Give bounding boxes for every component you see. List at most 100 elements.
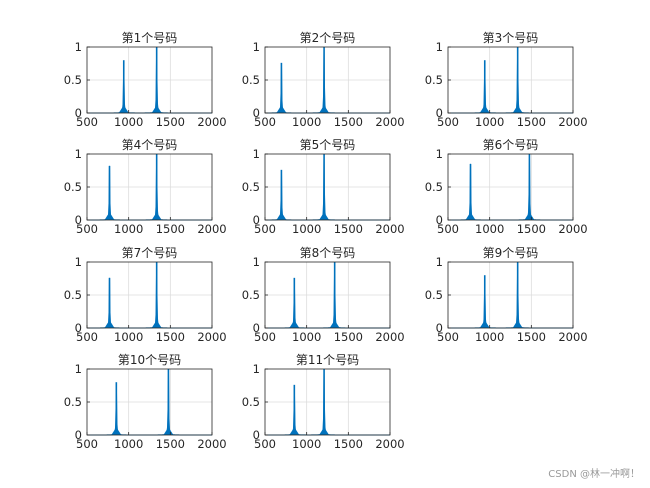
y-tick-label: 1 (75, 40, 82, 54)
peak-skirt (329, 320, 340, 328)
x-tick-label: 500 (254, 437, 276, 451)
peak-skirt (104, 212, 115, 220)
x-tick-label: 500 (437, 330, 459, 344)
subplot-title: 第9个号码 (483, 246, 539, 260)
peak-skirt (118, 105, 129, 113)
subplot-2: 500 1000 1500 2000 0 0.5 1 第2个号码 (242, 31, 405, 129)
x-tick-label: 500 (437, 115, 459, 129)
y-tick-label: 1 (253, 40, 260, 54)
y-tick-label: 0.5 (64, 395, 82, 409)
spectrum-series (87, 275, 212, 329)
subplot-title: 第8个号码 (300, 246, 356, 260)
x-tick-label: 1000 (292, 437, 321, 451)
subplot-8: 500 1000 1500 2000 0 0.5 1 第8个号码 (242, 246, 405, 344)
y-tick-label: 0 (75, 428, 82, 442)
peak-skirt (524, 212, 535, 220)
subplot-title: 第1个号码 (122, 31, 178, 45)
x-tick-label: 1500 (156, 222, 185, 236)
y-tick-label: 0.5 (242, 395, 260, 409)
y-tick-label: 0 (253, 321, 260, 335)
peak-skirt (465, 212, 476, 220)
x-tick-label: 1000 (292, 330, 321, 344)
subplot-title: 第7个号码 (122, 246, 178, 260)
x-tick-label: 500 (254, 222, 276, 236)
y-tick-label: 1 (253, 147, 260, 161)
x-tick-label: 1500 (334, 222, 363, 236)
subplot-10: 500 1000 1500 2000 0 0.5 1 第10个号码 (64, 353, 227, 451)
x-tick-label: 1500 (517, 115, 546, 129)
y-tick-label: 0.5 (242, 288, 260, 302)
peak-skirt (151, 320, 162, 328)
x-tick-label: 500 (76, 437, 98, 451)
x-tick-label: 1000 (114, 115, 143, 129)
subplot-11: 500 1000 1500 2000 0 0.5 1 第11个号码 (242, 353, 405, 451)
y-tick-label: 0.5 (242, 180, 260, 194)
subplot-title: 第6个号码 (483, 138, 539, 152)
y-tick-label: 0 (436, 321, 443, 335)
subplot-title: 第4个号码 (122, 138, 178, 152)
x-tick-label: 1000 (475, 222, 504, 236)
peak-skirt (276, 212, 287, 220)
x-tick-label: 1000 (292, 115, 321, 129)
y-tick-label: 0.5 (425, 288, 443, 302)
y-tick-label: 0 (253, 213, 260, 227)
peak-skirt (512, 105, 523, 113)
x-tick-label: 1500 (334, 330, 363, 344)
y-tick-label: 1 (436, 147, 443, 161)
peak-skirt (319, 105, 330, 113)
subplot-7: 500 1000 1500 2000 0 0.5 1 第7个号码 (64, 246, 227, 344)
x-tick-label: 2000 (375, 222, 404, 236)
peak-skirt (512, 320, 523, 328)
subplot-title: 第10个号码 (118, 353, 181, 367)
y-tick-label: 1 (75, 255, 82, 269)
x-tick-label: 1000 (114, 437, 143, 451)
x-tick-label: 2000 (375, 330, 404, 344)
subplot-9: 500 1000 1500 2000 0 0.5 1 第9个号码 (425, 246, 588, 344)
y-tick-label: 1 (436, 255, 443, 269)
spectrum-series (87, 60, 212, 114)
x-tick-label: 2000 (558, 115, 587, 129)
spectrum-series (265, 157, 390, 221)
x-tick-label: 2000 (558, 330, 587, 344)
x-tick-label: 1500 (156, 330, 185, 344)
peak-skirt (479, 320, 490, 328)
spectrum-series (87, 165, 212, 221)
x-tick-label: 2000 (375, 437, 404, 451)
spectrum-series (265, 372, 390, 436)
y-tick-label: 1 (253, 255, 260, 269)
x-tick-label: 500 (76, 222, 98, 236)
y-tick-label: 0 (436, 106, 443, 120)
x-tick-label: 2000 (375, 115, 404, 129)
x-tick-label: 500 (76, 115, 98, 129)
subplot-1: 500 1000 1500 2000 0 0.5 1 第1个号码 (64, 31, 227, 129)
y-tick-label: 0 (253, 428, 260, 442)
peak-skirt (104, 320, 115, 328)
x-tick-label: 2000 (558, 222, 587, 236)
x-tick-label: 1500 (517, 222, 546, 236)
y-tick-label: 0 (75, 213, 82, 227)
x-tick-label: 1500 (334, 115, 363, 129)
y-tick-label: 0 (75, 106, 82, 120)
peak-skirt (479, 105, 490, 113)
watermark: CSDN @林一冲啊！ (548, 469, 640, 480)
x-tick-label: 1500 (517, 330, 546, 344)
x-tick-label: 500 (437, 222, 459, 236)
peak-skirt (151, 105, 162, 113)
y-tick-label: 1 (436, 40, 443, 54)
x-tick-label: 1000 (475, 330, 504, 344)
y-tick-label: 0.5 (425, 180, 443, 194)
subplot-6: 500 1000 1500 2000 0 0.5 1 第6个号码 (425, 138, 588, 236)
y-tick-label: 1 (75, 362, 82, 376)
subplot-3: 500 1000 1500 2000 0 0.5 1 第3个号码 (425, 31, 588, 129)
x-tick-label: 1000 (114, 330, 143, 344)
x-tick-label: 1000 (475, 115, 504, 129)
subplot-title: 第3个号码 (483, 31, 539, 45)
y-tick-label: 1 (253, 362, 260, 376)
subplot-title: 第11个号码 (296, 353, 359, 367)
y-tick-label: 0.5 (425, 73, 443, 87)
peak-skirt (276, 105, 287, 113)
peak-skirt (319, 212, 330, 220)
peak-skirt (111, 427, 122, 435)
x-tick-label: 2000 (197, 330, 226, 344)
